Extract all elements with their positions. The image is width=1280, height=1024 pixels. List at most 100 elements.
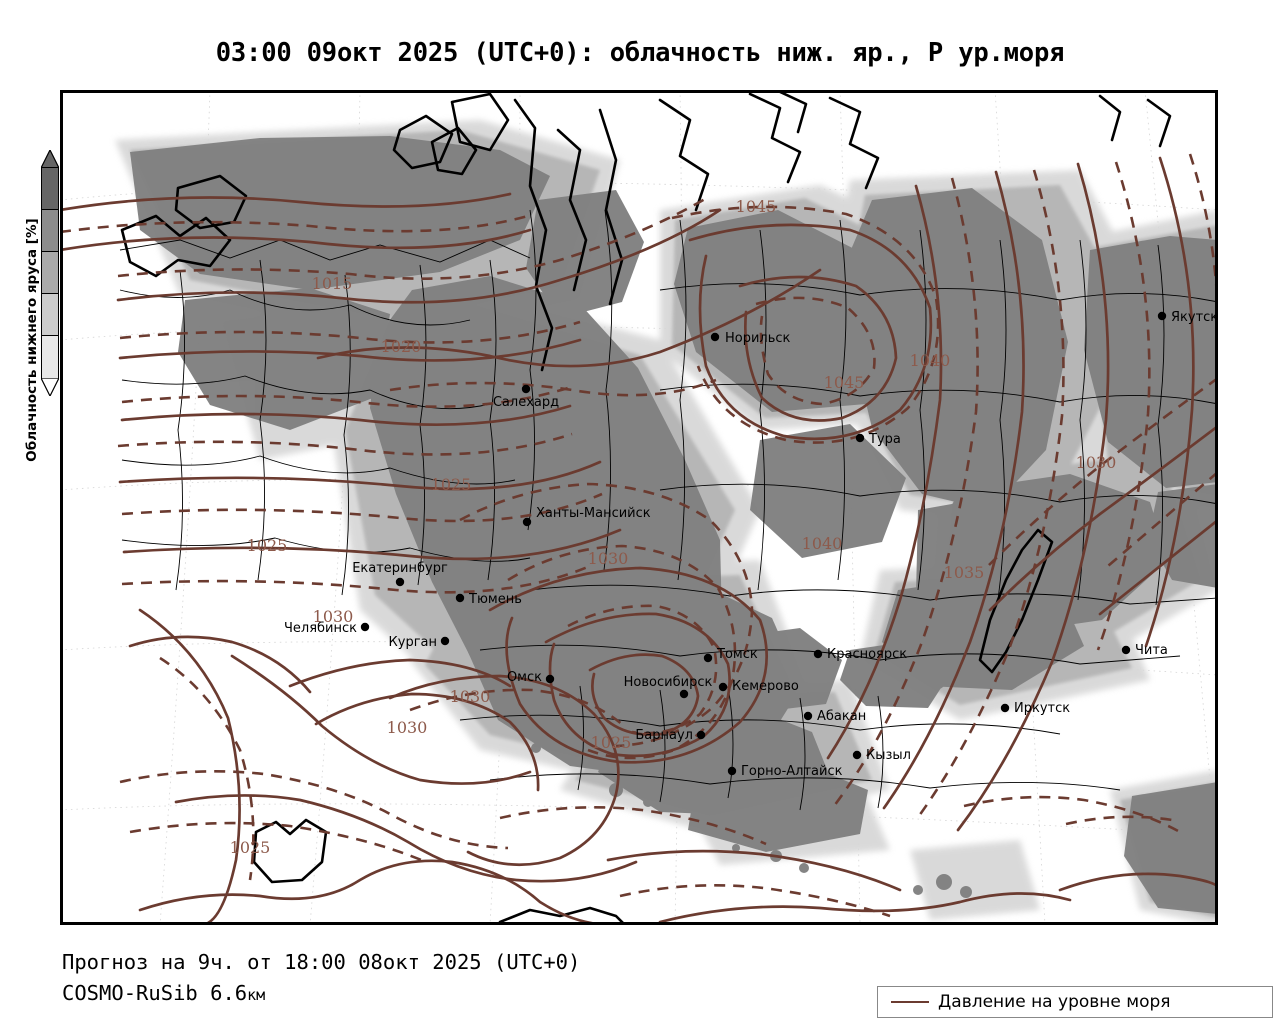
isobar-label: 1025 [247,536,288,555]
city-dot [703,653,713,663]
city-dot [1121,645,1131,655]
city-dot [1000,703,1010,713]
city-label: Салехард [493,395,559,410]
city-marker[interactable]: Кызыл [852,748,911,763]
city-dot [360,622,370,632]
city-dot [696,730,706,740]
isobar-labels: 1045 1045 1040 1040 1030 1035 1015 1020 1025 1025… [230,197,1117,857]
coastline [120,93,1172,922]
city-label: Норильск [725,331,791,346]
isobars-solid [63,156,1215,922]
city-dot [1157,311,1167,321]
colorbar-extend-bottom [41,378,59,396]
city-label: Омск [507,670,542,685]
isobar-label: 1030 [588,549,629,568]
colorbar-bands [41,167,59,379]
city-marker[interactable]: Кемерово [718,679,799,694]
city-marker[interactable]: Абакан [803,709,866,724]
city-dot [855,433,865,443]
colorbar-extend-bottom-outline [41,378,59,396]
colorbar-band-10 [42,336,58,378]
city-dot [852,750,862,760]
city-marker[interactable]: Тюмень [455,592,522,607]
city-dot [718,682,728,692]
city-marker[interactable]: Барнаул [635,728,706,743]
city-dot [522,517,532,527]
city-label: Горно-Алтайск [741,764,843,779]
city-label: Иркутск [1014,701,1070,716]
city-label: Новосибирск [624,675,713,690]
city-label: Абакан [817,709,866,724]
city-marker[interactable]: Челябинск [284,621,370,636]
city-dot [679,689,689,699]
isobar-label: 1025 [431,475,472,494]
isobar-label: 1025 [230,838,271,857]
isobar-label: 1045 [824,373,865,392]
city-label: Курган [389,635,437,650]
isobar-label: 1030 [313,607,354,626]
city-marker[interactable]: Ханты-Мансийск [522,506,651,527]
city-label: Красноярск [827,647,907,662]
city-dot [395,577,405,587]
city-label: Екатеринбург [352,561,448,576]
colorbar-band-70 [42,210,58,252]
legend-label-pressure: Давление на уровне моря [938,992,1171,1012]
page-title: 03:00 09окт 2025 (UTC+0): облачность ниж… [215,38,1065,68]
map-legend: Давление на уровне моря [877,986,1273,1018]
city-label: Челябинск [284,621,357,636]
isobar-label: 1035 [944,563,985,582]
city-marker[interactable]: Тура [855,432,901,447]
colorbar-band-30 [42,294,58,336]
city-label: Тюмень [468,592,522,607]
city-dot [727,766,737,776]
city-label: Томск [716,647,758,662]
city-marker[interactable]: Омск [507,670,555,685]
city-dot [440,636,450,646]
city-marker[interactable]: Якутск [1157,310,1218,325]
isobar-label: 1030 [387,718,428,737]
isobar-label: 1045 [736,197,777,216]
city-label: Кемерово [732,679,799,694]
city-dot [813,649,823,659]
city-dot [803,711,813,721]
city-marker[interactable]: Екатеринбург [352,561,448,587]
city-marker[interactable]: Иркутск [1000,701,1070,716]
city-marker[interactable]: Салехард [493,384,559,410]
city-marker[interactable]: Новосибирск [624,675,713,699]
isobar-label: 1025 [591,733,632,752]
isobar-label: 1030 [1076,453,1117,472]
city-label: Барнаул [635,728,693,743]
map-canvas: 1045 1045 1040 1040 1030 1035 1015 1020 1025 1025… [63,93,1218,922]
isobar-label: 1020 [381,337,422,356]
city-dot [521,384,531,394]
city-dot [545,674,555,684]
forecast-info-line: Прогноз на 9ч. от 18:00 08окт 2025 (UTC+… [62,950,581,974]
pressure-line-swatch [891,1001,929,1003]
colorbar-extend-top [41,150,59,168]
isobar-label: 1040 [802,534,843,553]
city-marker[interactable]: Чита [1121,643,1168,658]
city-label: Ханты-Мансийск [536,506,651,521]
isobar-label: 1030 [450,687,491,706]
city-marker[interactable]: Красноярск [813,647,907,662]
isobar-label: 1015 [312,274,353,293]
isobar-label: 1040 [910,351,951,370]
colorbar-band-90 [42,168,58,210]
colorbar-extend-top-outline [41,150,59,168]
city-dot [455,593,465,603]
model-info-line: COSMO-RuSib 6.6км [62,981,265,1005]
city-markers: Норильск Якутск Салехард Тура Ханты-Мансийск… [284,310,1218,779]
model-resolution-unit: км [247,986,266,1004]
city-marker[interactable]: Норильск [710,331,791,346]
city-marker[interactable]: Курган [389,635,450,650]
city-dot [710,332,720,342]
city-label: Чита [1135,643,1168,658]
city-marker[interactable]: Горно-Алтайск [727,764,843,779]
city-label: Якутск [1171,310,1218,325]
city-label: Кызыл [866,748,911,763]
weather-map[interactable]: 1045 1045 1040 1040 1030 1035 1015 1020 1025 1025… [60,90,1218,925]
colorbar-band-50 [42,252,58,294]
model-name: COSMO-RuSib 6.6 [62,981,248,1005]
city-marker[interactable]: Томск [703,647,758,663]
city-label: Тура [868,432,901,447]
